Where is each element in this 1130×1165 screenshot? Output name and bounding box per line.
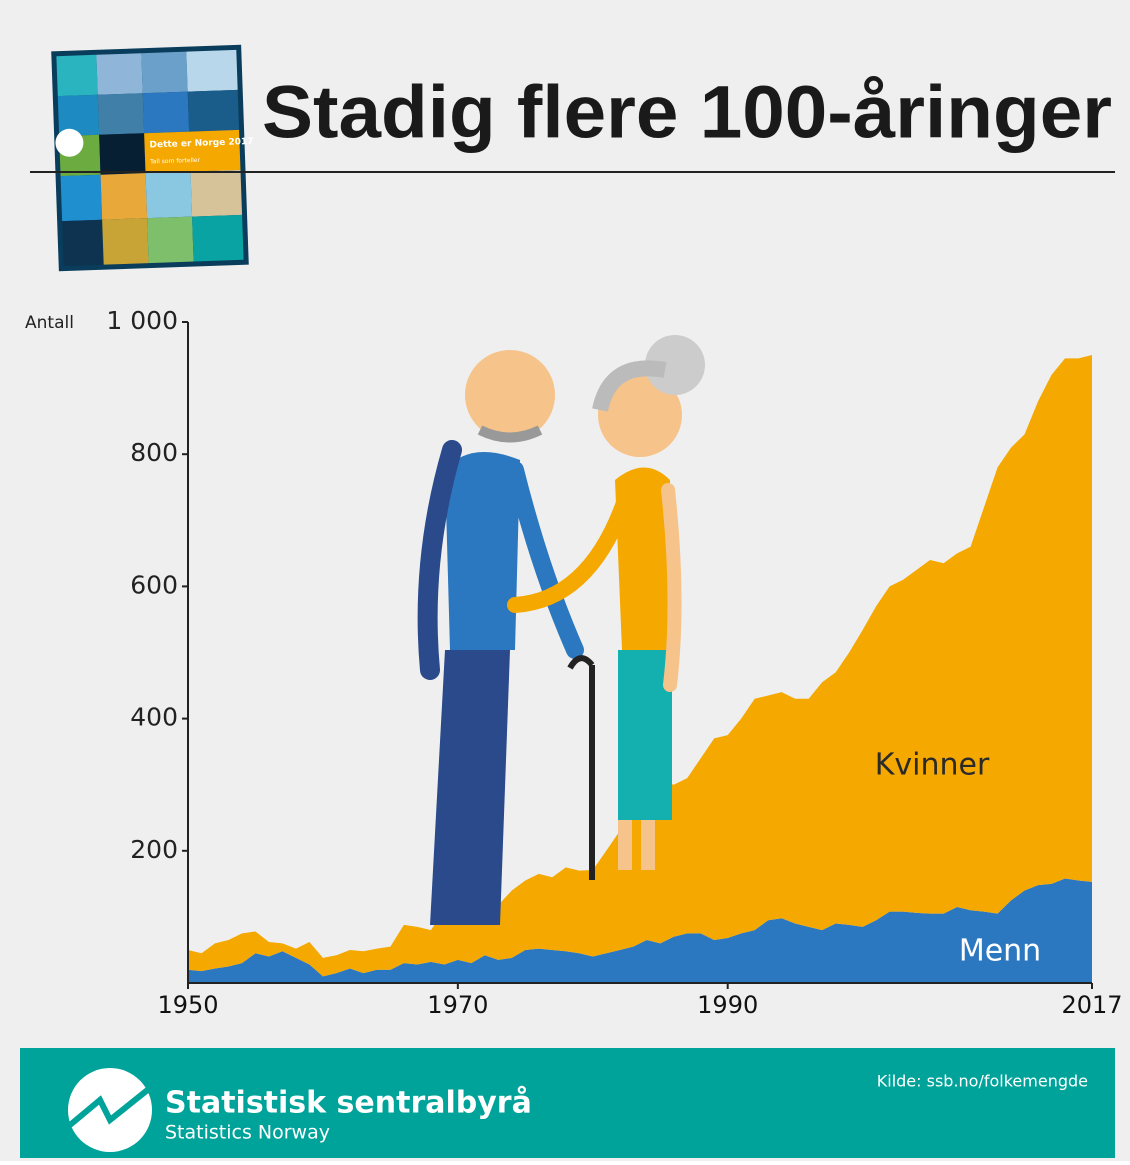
series-label: Menn (959, 934, 1041, 969)
series-label: Kvinner (875, 748, 990, 783)
x-tick-label: 1990 (697, 991, 758, 1019)
y-tick-label: 1 000 (106, 306, 178, 335)
title: Stadig flere 100-åringer (262, 71, 1112, 154)
book-cover: Dette er Norge 2017 Tall som forteller (51, 44, 258, 271)
y-tick-label: 200 (130, 835, 178, 864)
infographic: Dette er Norge 2017 Tall som forteller S… (0, 0, 1130, 1161)
x-tick-label: 1950 (157, 991, 218, 1019)
y-tick-label: 400 (130, 703, 178, 732)
footer-source: Kilde: ssb.no/folkemengde (877, 1072, 1088, 1091)
footer-org: Statistisk sentralbyrå (165, 1085, 532, 1121)
footer-org-en: Statistics Norway (165, 1122, 330, 1144)
y-tick-label: 800 (130, 438, 178, 467)
y-axis-label: Antall (25, 313, 74, 333)
y-tick-label: 600 (130, 570, 178, 599)
logo (68, 1068, 152, 1152)
x-tick-label: 1970 (427, 991, 488, 1019)
x-tick-label: 2017 (1061, 991, 1122, 1019)
